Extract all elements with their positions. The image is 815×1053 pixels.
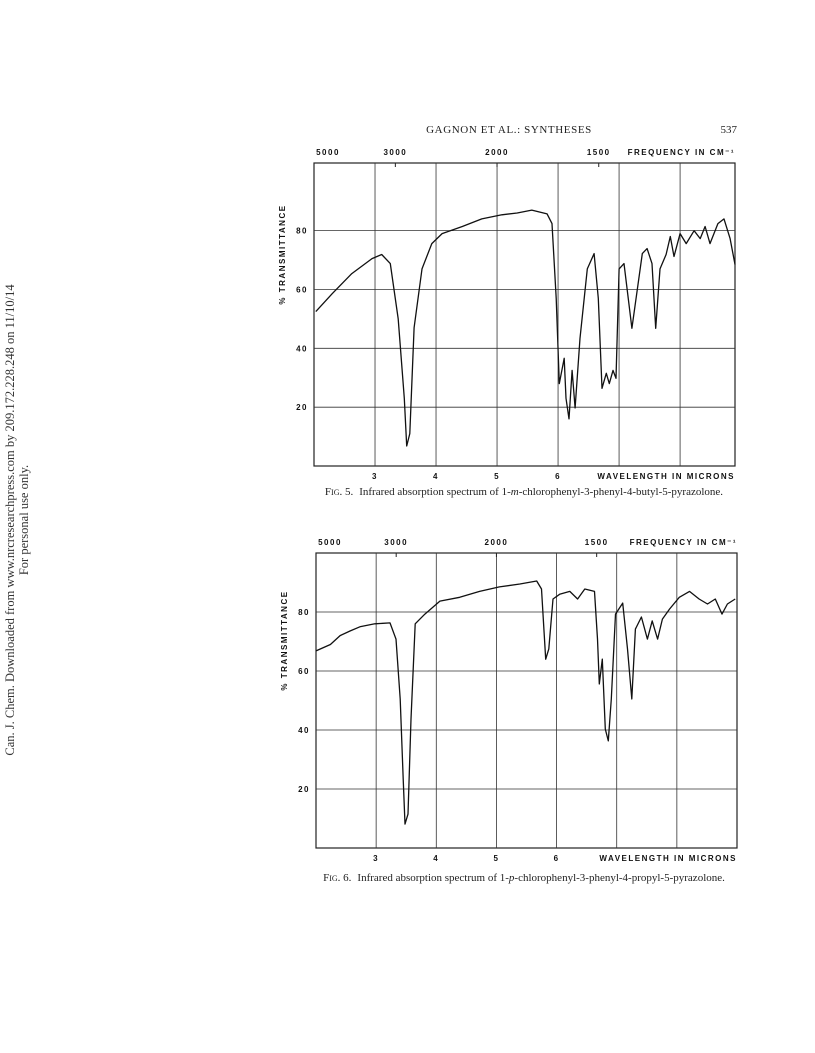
x-tick-label: 4 bbox=[433, 472, 439, 481]
caption-text: m bbox=[511, 486, 519, 498]
top-axis-label: FREQUENCY IN CM⁻¹ bbox=[628, 148, 735, 157]
y-tick-label: 60 bbox=[296, 285, 308, 294]
caption-text: -chlorophenyl-3-phenyl-4-propyl-5-pyrazo… bbox=[514, 872, 725, 884]
y-tick-label: 40 bbox=[296, 344, 308, 353]
caption-label: Fig. 5. bbox=[325, 486, 354, 498]
x-tick-label: 3 bbox=[373, 854, 379, 863]
x-tick-label: 5 bbox=[494, 472, 500, 481]
caption: Fig. 5. Infrared absorption spectrum of 1… bbox=[325, 486, 723, 498]
y-tick-label: 20 bbox=[296, 403, 308, 412]
top-tick-label: 3000 bbox=[384, 538, 408, 547]
x-tick-label: 4 bbox=[433, 854, 439, 863]
caption-text: p bbox=[508, 872, 515, 884]
caption: Fig. 6. Infrared absorption spectrum of 1… bbox=[323, 872, 725, 884]
caption-text: Infrared absorption spectrum of 1- bbox=[359, 486, 511, 498]
top-tick-label: 3000 bbox=[383, 148, 407, 157]
caption-text: Infrared absorption spectrum of 1- bbox=[357, 872, 509, 884]
y-tick-label: 40 bbox=[298, 726, 310, 735]
y-tick-label: 60 bbox=[298, 667, 310, 676]
y-tick-label: 20 bbox=[298, 785, 310, 794]
top-tick-label: 2000 bbox=[485, 148, 509, 157]
watermark: Can. J. Chem. Downloaded from www.nrcres… bbox=[3, 284, 17, 756]
watermark: For personal use only. bbox=[17, 465, 31, 575]
spectrum-line bbox=[315, 580, 736, 825]
spectrum-line bbox=[315, 209, 736, 447]
page-number: 537 bbox=[721, 124, 738, 136]
x-axis-label: WAVELENGTH IN MICRONS bbox=[599, 854, 737, 863]
x-tick-label: 6 bbox=[554, 854, 560, 863]
top-tick-label: 1500 bbox=[585, 538, 609, 547]
y-tick-label: 80 bbox=[298, 608, 310, 617]
top-axis-label: FREQUENCY IN CM⁻¹ bbox=[630, 538, 737, 547]
x-tick-label: 3 bbox=[372, 472, 378, 481]
top-tick-label: 1500 bbox=[587, 148, 611, 157]
running-title: GAGNON ET AL.: SYNTHESES bbox=[426, 124, 592, 136]
top-tick-label: 5000 bbox=[316, 148, 340, 157]
y-axis-label: % TRANSMITTANCE bbox=[278, 204, 287, 304]
x-tick-label: 5 bbox=[493, 854, 499, 863]
x-tick-label: 6 bbox=[555, 472, 561, 481]
plot-frame bbox=[315, 552, 738, 849]
caption-label: Fig. 6. bbox=[323, 872, 352, 884]
x-axis-label: WAVELENGTH IN MICRONS bbox=[597, 472, 735, 481]
plot-frame bbox=[313, 162, 736, 467]
y-tick-label: 80 bbox=[296, 227, 308, 236]
y-axis-label: % TRANSMITTANCE bbox=[280, 590, 289, 690]
top-tick-label: 2000 bbox=[485, 538, 509, 547]
top-tick-label: 5000 bbox=[318, 538, 342, 547]
caption-text: -chlorophenyl-3-phenyl-4-butyl-5-pyrazol… bbox=[519, 486, 724, 498]
